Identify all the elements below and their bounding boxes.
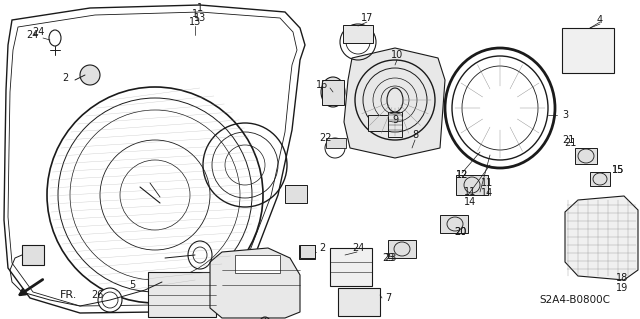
Text: 11: 11 xyxy=(464,187,476,197)
Text: 21: 21 xyxy=(564,138,576,148)
Text: S2A4-B0800C: S2A4-B0800C xyxy=(540,295,611,305)
Text: 12: 12 xyxy=(456,170,468,180)
Bar xyxy=(388,112,402,137)
Text: 15: 15 xyxy=(612,165,624,175)
Bar xyxy=(562,28,614,73)
Polygon shape xyxy=(210,248,300,318)
Text: 18: 18 xyxy=(616,273,628,283)
Bar xyxy=(388,240,416,258)
Text: 15: 15 xyxy=(612,165,624,175)
Bar xyxy=(368,115,388,131)
Text: 3: 3 xyxy=(562,110,568,120)
Text: 16: 16 xyxy=(316,80,328,90)
Bar xyxy=(343,25,373,43)
Bar xyxy=(235,255,280,273)
Bar xyxy=(338,288,380,316)
Text: 23: 23 xyxy=(384,253,396,263)
Text: 2: 2 xyxy=(319,243,325,253)
Bar xyxy=(330,248,372,286)
Text: 26: 26 xyxy=(91,290,103,300)
Bar xyxy=(148,272,216,317)
Bar xyxy=(22,245,44,265)
Ellipse shape xyxy=(98,288,122,312)
Text: 13: 13 xyxy=(189,17,201,27)
Text: 1: 1 xyxy=(197,3,203,13)
Text: 8: 8 xyxy=(412,130,418,140)
Text: 13: 13 xyxy=(194,13,206,23)
Text: 5: 5 xyxy=(129,280,135,290)
Text: 20: 20 xyxy=(454,227,466,237)
Text: 4: 4 xyxy=(597,15,603,25)
Polygon shape xyxy=(565,196,638,280)
Text: 10: 10 xyxy=(391,50,403,60)
Text: 12: 12 xyxy=(456,170,468,180)
Text: FR.: FR. xyxy=(60,290,77,300)
Text: 17: 17 xyxy=(361,13,373,23)
Bar xyxy=(590,172,610,186)
Bar xyxy=(326,138,346,148)
Bar xyxy=(440,215,468,233)
Text: 19: 19 xyxy=(616,283,628,293)
Text: 23: 23 xyxy=(382,253,394,263)
Text: 7: 7 xyxy=(385,293,391,303)
Text: 14: 14 xyxy=(464,197,476,207)
Polygon shape xyxy=(344,48,445,158)
Text: 20: 20 xyxy=(454,227,466,237)
Ellipse shape xyxy=(80,65,100,85)
Text: 11: 11 xyxy=(481,178,493,188)
Bar xyxy=(456,175,488,195)
Text: 1: 1 xyxy=(192,9,198,19)
Text: 24: 24 xyxy=(32,27,44,37)
Text: 24: 24 xyxy=(352,243,364,253)
Bar xyxy=(575,148,597,164)
Text: 9: 9 xyxy=(392,115,398,125)
Bar xyxy=(322,80,344,105)
Text: 22: 22 xyxy=(320,133,332,143)
Bar xyxy=(285,185,307,203)
Bar xyxy=(300,245,315,258)
Text: 2: 2 xyxy=(62,73,68,83)
Text: 14: 14 xyxy=(481,188,493,198)
Text: 21: 21 xyxy=(562,135,574,145)
Ellipse shape xyxy=(321,77,345,107)
Text: 24: 24 xyxy=(26,30,38,40)
Polygon shape xyxy=(4,5,305,313)
Bar xyxy=(299,245,315,259)
